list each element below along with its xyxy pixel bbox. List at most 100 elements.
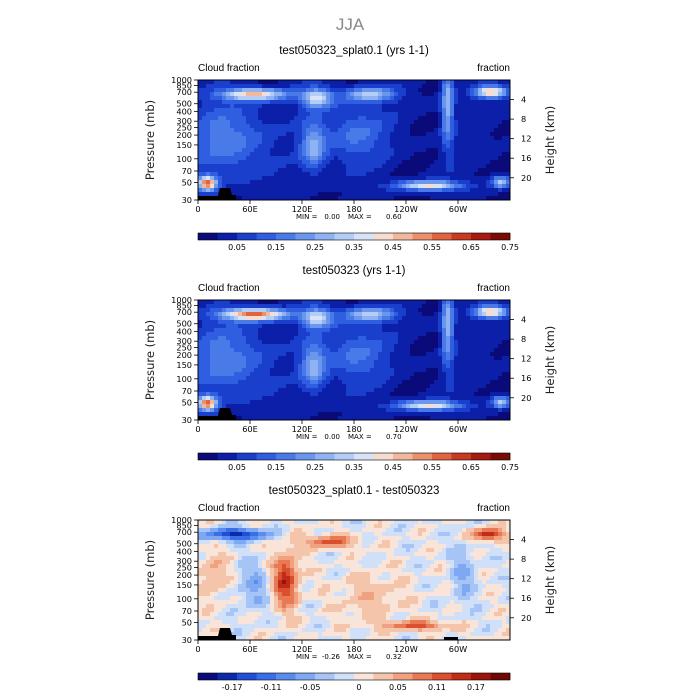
colorbar-swatch	[217, 453, 238, 460]
colorbar-swatch	[471, 453, 491, 460]
x-tick-label: 120W	[394, 204, 418, 214]
min-label: MIN =	[296, 433, 318, 441]
colorbar-swatch	[276, 673, 296, 680]
y-tick-label: 50	[182, 178, 192, 188]
colorbar-swatch	[276, 233, 296, 240]
colorbar-swatch	[432, 233, 452, 240]
min-label: MIN =	[296, 213, 318, 221]
page-title: JJA	[336, 15, 365, 34]
x-tick-label: 120W	[394, 424, 418, 434]
colorbar-swatch	[393, 233, 413, 240]
x-tick-label: 180	[346, 644, 362, 654]
colorbar-label: 0.45	[384, 463, 402, 472]
colorbar-frame	[197, 452, 511, 461]
topography-mask	[198, 408, 236, 420]
colorbar-swatch	[490, 233, 511, 240]
x-tick-label: 60W	[449, 204, 468, 214]
colorbar-label: 0	[356, 683, 361, 692]
colorbar-swatch	[315, 233, 335, 240]
colorbar-swatch	[412, 453, 433, 460]
colorbar-label: 0.65	[462, 243, 480, 252]
y2-tick-label: 20	[521, 393, 531, 403]
topography-mask	[198, 188, 236, 200]
colorbar-swatch	[354, 673, 374, 680]
y2-axis-label: Height (km)	[543, 546, 557, 615]
panel-title: test050323 (yrs 1-1)	[303, 265, 406, 277]
y-tick-label: 850	[176, 81, 192, 91]
y2-tick-label: 20	[521, 173, 531, 183]
y-tick-label: 300	[176, 556, 192, 566]
colorbar-swatch	[334, 453, 355, 460]
y2-tick-label: 8	[521, 554, 526, 564]
y-axis-label: Pressure (mb)	[143, 100, 157, 180]
right-label: fraction	[477, 63, 510, 74]
x-tick-label: 60W	[449, 644, 468, 654]
colorbar-swatch	[354, 233, 374, 240]
colorbar-label: -0.11	[261, 683, 282, 692]
x-tick-label: 60E	[242, 204, 258, 214]
y-tick-label: 150	[176, 360, 192, 370]
colorbar-swatch	[217, 233, 238, 240]
colorbar-swatch	[393, 453, 413, 460]
y-tick-label: 500	[176, 99, 192, 109]
panel-title: test050323_splat0.1 - test050323	[269, 485, 440, 497]
y-tick-label: 500	[176, 539, 192, 549]
x-tick-label: 0	[195, 644, 200, 654]
colorbar-label: 0.25	[306, 243, 324, 252]
colorbar-swatch	[373, 233, 394, 240]
y-tick-label: 30	[182, 195, 192, 205]
colorbar-label: 0.15	[267, 243, 285, 252]
max-label: MAX =	[348, 653, 372, 661]
colorbar-frame	[197, 232, 511, 241]
colorbar-swatch	[490, 453, 511, 460]
x-tick-label: 60E	[242, 424, 258, 434]
y2-tick-label: 16	[521, 593, 531, 603]
min-value: 0.00	[324, 213, 340, 221]
colorbar-swatch	[237, 233, 257, 240]
y2-tick-label: 12	[521, 354, 531, 364]
min-label: MIN =	[296, 653, 318, 661]
colorbar-swatch	[354, 453, 374, 460]
colorbar-label: 0.35	[345, 243, 363, 252]
colorbar-swatch	[490, 673, 511, 680]
x-tick-label: 0	[195, 424, 200, 434]
y-tick-label: 70	[182, 166, 192, 176]
colorbar-swatch	[451, 673, 472, 680]
colorbar-swatch	[334, 233, 355, 240]
topography-mask	[444, 637, 458, 640]
min-value: 0.00	[324, 433, 340, 441]
x-tick-label: 120E	[292, 204, 313, 214]
colorbar-label: -0.05	[300, 683, 321, 692]
y-tick-label: 150	[176, 140, 192, 150]
x-tick-label: 60W	[449, 424, 468, 434]
y-tick-label: 250	[176, 562, 192, 572]
colorbar-label: 0.75	[501, 243, 519, 252]
y2-tick-label: 8	[521, 334, 526, 344]
colorbar-swatch	[451, 233, 472, 240]
right-label: fraction	[477, 503, 510, 514]
y-tick-label: 850	[176, 301, 192, 311]
colorbar-label: 0.17	[467, 683, 485, 692]
colorbar-label: 0.05	[389, 683, 407, 692]
y-tick-label: 30	[182, 635, 192, 645]
colorbar-swatch	[256, 673, 277, 680]
y-tick-label: 70	[182, 606, 192, 616]
y-tick-label: 400	[176, 106, 192, 116]
colorbar-swatch	[237, 453, 257, 460]
left-label: Cloud fraction	[198, 283, 260, 294]
max-value: 0.32	[386, 653, 402, 661]
x-tick-label: 120E	[292, 424, 313, 434]
y-tick-label: 150	[176, 580, 192, 590]
colorbar-swatch	[295, 453, 316, 460]
y-axis-label: Pressure (mb)	[143, 540, 157, 620]
colorbar-swatch	[315, 673, 335, 680]
topography-mask	[198, 628, 236, 640]
y-tick-label: 400	[176, 546, 192, 556]
colorbar-swatch	[412, 673, 433, 680]
y-tick-label: 400	[176, 326, 192, 336]
y-tick-label: 50	[182, 398, 192, 408]
y-tick-label: 1000	[171, 75, 192, 85]
y2-tick-label: 12	[521, 134, 531, 144]
y2-tick-label: 16	[521, 373, 531, 383]
